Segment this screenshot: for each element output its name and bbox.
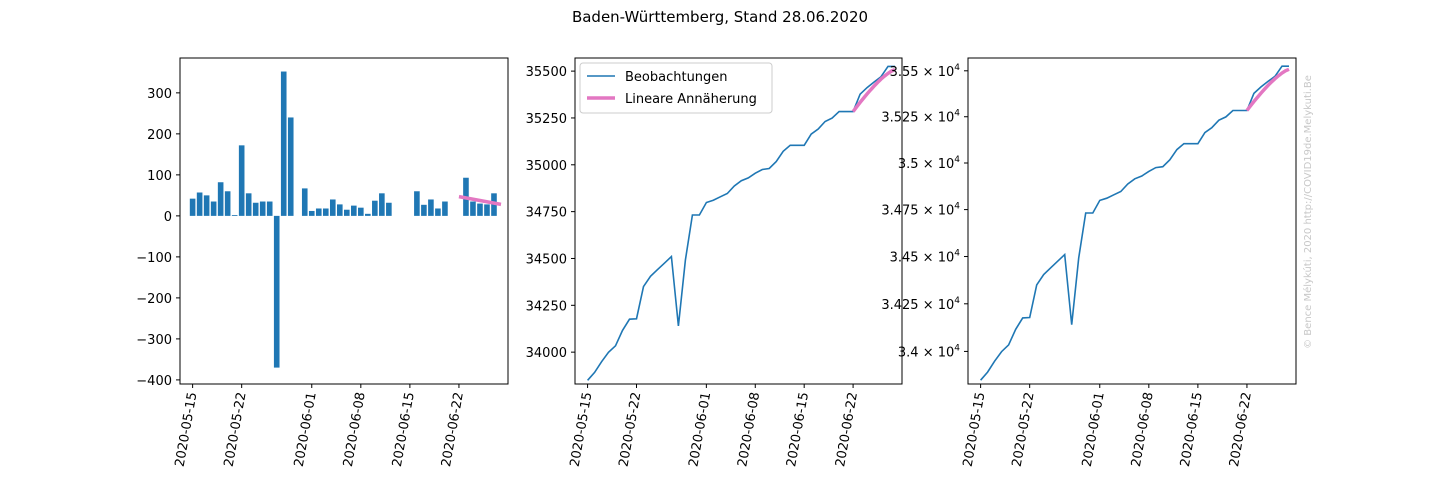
bar — [477, 203, 483, 216]
bar — [301, 188, 308, 216]
bar — [428, 199, 434, 216]
x-tick-label: 2020-05-22 — [222, 391, 250, 468]
legend-label-observations: Beobachtungen — [625, 70, 728, 85]
y-tick-label: 200 — [147, 128, 172, 143]
x-tick-label: 2020-05-15 — [961, 391, 989, 468]
bar — [308, 210, 315, 216]
bar — [238, 145, 245, 216]
y-tick-label: 3.55 × 104 — [890, 63, 961, 80]
bar — [470, 201, 476, 216]
y-tick-label: 100 — [147, 169, 172, 184]
x-tick-label: 2020-06-22 — [833, 391, 861, 468]
x-tick-label: 2020-05-22 — [617, 391, 645, 468]
bar — [365, 213, 371, 216]
bar — [344, 209, 350, 216]
y-tick-label: 3.5 × 104 — [898, 155, 960, 172]
bar — [372, 200, 378, 216]
x-tick-label: 2020-06-01 — [1080, 391, 1108, 468]
y-tick-label: 3.525 × 104 — [881, 109, 960, 126]
y-tick-label: 34750 — [526, 206, 567, 221]
y-tick-label: 3.425 × 104 — [881, 296, 960, 313]
fit-line — [851, 67, 896, 113]
bar — [421, 204, 427, 216]
bar-chart-daily: 2020-05-15 2020-05-22 2020-06-01 2020-06-08… — [136, 57, 509, 468]
x-tick-label: 2020-06-08 — [735, 391, 763, 468]
axes-frame — [574, 57, 903, 385]
x-tick-label: 2020-06-15 — [390, 391, 418, 468]
y-tick-label: −400 — [136, 374, 172, 389]
axes-frame — [179, 57, 509, 385]
bar — [315, 208, 322, 216]
y-tick-label: 35500 — [526, 65, 567, 80]
y-tick-label: 0 — [164, 210, 172, 225]
x-tick-label: 2020-05-22 — [1010, 391, 1038, 468]
bar — [287, 117, 294, 216]
legend-label-fit: Lineare Annäherung — [625, 92, 757, 107]
bar — [358, 207, 364, 216]
fit-line — [1245, 67, 1290, 112]
y-tick-label: 34500 — [526, 252, 567, 267]
x-tick-label: 2020-06-15 — [784, 391, 812, 468]
bar — [266, 201, 273, 216]
y-tick-label: 3.4 × 104 — [898, 343, 960, 360]
y-tick-label: −300 — [136, 333, 172, 348]
bar — [217, 182, 224, 216]
line-chart-cumulative-log: 2020-05-15 2020-05-22 2020-06-01 2020-06-08… — [881, 57, 1297, 468]
bar — [379, 193, 385, 216]
bar — [351, 205, 357, 216]
bar — [259, 201, 266, 216]
bar — [386, 202, 392, 216]
bar — [231, 215, 238, 216]
bar — [280, 71, 287, 216]
y-tick-label: 300 — [147, 87, 172, 102]
y-tick-label: 35000 — [526, 159, 567, 174]
bar — [336, 204, 343, 216]
y-tick-label: 34250 — [526, 299, 567, 314]
x-tick-label: 2020-06-22 — [1227, 391, 1255, 468]
x-tick-label: 2020-06-01 — [686, 391, 714, 468]
bar — [210, 201, 217, 216]
bar — [203, 195, 210, 216]
y-tick-label: 35250 — [526, 112, 567, 127]
bar — [484, 204, 490, 216]
observations-line — [979, 65, 1289, 381]
figure-title: Baden-Württemberg, Stand 28.06.2020 — [572, 8, 868, 26]
x-tick-label: 2020-05-15 — [568, 391, 596, 468]
bar — [196, 192, 203, 216]
x-tick-label: 2020-06-08 — [341, 391, 369, 468]
observations-line — [587, 65, 895, 381]
x-tick-label: 2020-06-01 — [292, 391, 320, 468]
axes-frame — [967, 57, 1297, 385]
x-tick-label: 2020-06-15 — [1178, 391, 1206, 468]
line-chart-cumulative: 2020-05-15 2020-05-22 2020-06-01 2020-06-08… — [526, 57, 903, 468]
x-tick-label: 2020-06-22 — [439, 391, 467, 468]
bar — [252, 202, 259, 216]
bar — [189, 198, 196, 216]
bar — [442, 201, 448, 216]
y-tick-label: −200 — [136, 292, 172, 307]
legend-box — [579, 62, 773, 114]
y-tick-label: −100 — [136, 251, 172, 266]
bar — [273, 215, 280, 368]
y-tick-label: 3.45 × 104 — [890, 249, 961, 266]
bar — [435, 208, 441, 216]
legend: Beobachtungen Lineare Annäherung — [579, 62, 773, 114]
bar — [245, 193, 252, 216]
y-tick-label: 34000 — [526, 346, 567, 361]
x-tick-label: 2020-05-15 — [173, 391, 201, 468]
bar — [329, 199, 336, 216]
fit-line — [458, 194, 502, 207]
x-tick-label: 2020-06-08 — [1129, 391, 1157, 468]
watermark: © Bence Mélykúti, 2020 http://COVID19de.… — [1302, 75, 1314, 349]
bar — [224, 191, 231, 216]
bar — [322, 208, 329, 216]
bar — [414, 191, 420, 216]
y-tick-label: 3.475 × 104 — [881, 202, 960, 219]
